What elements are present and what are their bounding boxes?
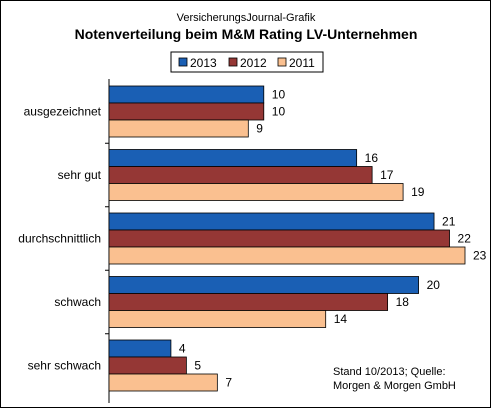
bar-2012 <box>108 293 389 311</box>
category-label: schwach <box>54 295 101 309</box>
data-label-2011: 14 <box>334 312 348 326</box>
bar-2012 <box>108 166 373 184</box>
source-note-line2: Morgen & Morgen GmbH <box>333 380 456 392</box>
data-label-2013: 16 <box>365 151 379 165</box>
data-label-2012: 17 <box>380 168 394 182</box>
bar-2013 <box>108 276 419 294</box>
bar-2011 <box>108 310 327 328</box>
data-label-2011: 7 <box>225 376 232 390</box>
data-label-2013: 4 <box>179 342 186 356</box>
bar-2012 <box>108 229 450 248</box>
legend-label-2012: 2012 <box>240 56 267 70</box>
bar-2011 <box>108 119 249 138</box>
legend-swatch-2012 <box>228 57 238 67</box>
data-label-2011: 19 <box>411 185 425 199</box>
bar-2011 <box>108 373 218 392</box>
legend: 2013 2012 2011 <box>170 51 324 73</box>
data-label-2013: 21 <box>442 215 456 229</box>
bar-2013 <box>108 149 358 167</box>
bar-2013 <box>108 212 435 231</box>
bar-2013 <box>108 85 265 104</box>
bar-2013 <box>108 339 172 358</box>
data-label-2012: 10 <box>272 105 286 119</box>
data-label-2012: 5 <box>194 359 201 373</box>
bar-2011 <box>108 246 466 265</box>
legend-swatch-2013 <box>178 57 188 67</box>
chart-supertitle: VersicherungsJournal-Grafik <box>177 12 316 24</box>
data-label-2012: 22 <box>458 232 472 246</box>
legend-label-2013: 2013 <box>190 56 217 70</box>
data-label-2012: 18 <box>396 295 410 309</box>
category-label: sehr schwach <box>28 359 101 373</box>
data-label-2011: 9 <box>256 122 263 136</box>
category-label: durchschnittlich <box>18 232 101 246</box>
category-label: sehr gut <box>58 168 102 182</box>
legend-box <box>170 51 324 73</box>
data-label-2011: 23 <box>473 249 487 263</box>
data-label-2013: 10 <box>272 88 286 102</box>
legend-label-2011: 2011 <box>289 56 315 70</box>
legend-swatch-2011 <box>277 57 287 67</box>
data-label-2013: 20 <box>427 278 441 292</box>
bar-2012 <box>108 102 265 121</box>
bar-2011 <box>108 183 404 201</box>
chart-title: Notenverteilung beim M&M Rating LV-Unter… <box>75 26 418 42</box>
source-note-line1: Stand 10/2013; Quelle: <box>333 366 446 378</box>
category-label: ausgezeichnet <box>24 105 102 119</box>
bar-2012 <box>108 356 187 375</box>
